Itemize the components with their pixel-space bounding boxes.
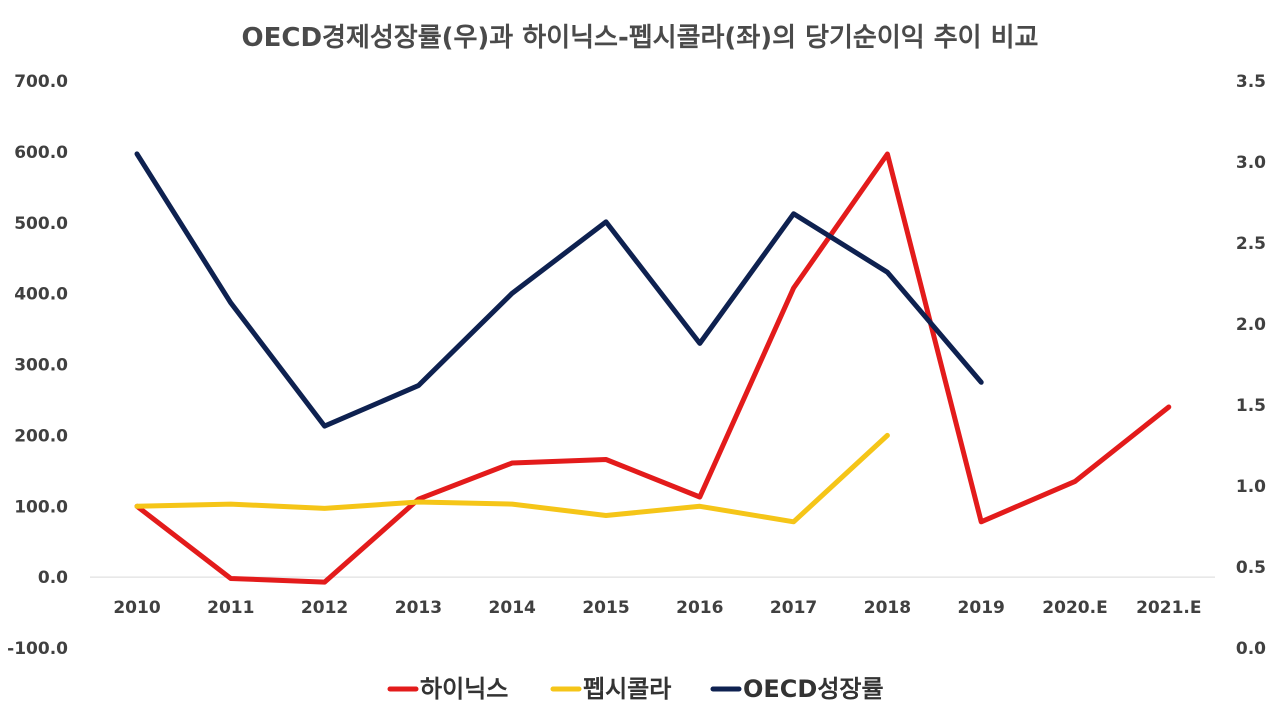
right-axis-tick-label: 0.5 <box>1236 558 1266 578</box>
x-axis: 2010 2011 2012 2013 2014 2015 2016 2017 2018 2019… <box>113 598 1201 618</box>
legend-label: OECD성장률 <box>743 675 884 703</box>
series-line-하이닉스 <box>134 151 1172 585</box>
right-y-axis: 0.0 0.5 1.0 1.5 2.0 2.5 3.0 3.5 <box>1236 72 1266 659</box>
x-axis-tick-label: 2020.E <box>1042 598 1107 618</box>
left-axis-tick-label: 500.0 <box>14 214 68 234</box>
right-axis-tick-label: 0.0 <box>1236 639 1266 659</box>
legend: 하이닉스 펩시콜라 OECD성장률 <box>387 675 884 703</box>
x-axis-tick-label: 2017 <box>770 598 817 618</box>
series-lines <box>134 151 1172 585</box>
right-axis-tick-label: 2.5 <box>1236 234 1266 254</box>
left-y-axis: -100.0 0.0 100.0 200.0 300.0 400.0 500.0 600.0 7… <box>7 72 68 659</box>
x-axis-tick-label: 2011 <box>207 598 254 618</box>
x-axis-tick-label: 2019 <box>958 598 1005 618</box>
right-axis-tick-label: 2.0 <box>1236 315 1266 335</box>
x-axis-tick-label: 2013 <box>395 598 442 618</box>
x-axis-tick-label: 2014 <box>489 598 536 618</box>
legend-label: 펩시콜라 <box>583 675 671 703</box>
right-axis-tick-label: 3.0 <box>1236 153 1266 173</box>
right-axis-tick-label: 1.5 <box>1236 396 1266 416</box>
left-axis-tick-label: 100.0 <box>14 497 68 517</box>
left-axis-tick-label: 0.0 <box>38 568 68 588</box>
x-axis-tick-label: 2010 <box>113 598 160 618</box>
right-axis-tick-label: 3.5 <box>1236 72 1266 92</box>
series-line-OECD성장률 <box>134 151 984 429</box>
legend-label: 하이닉스 <box>420 675 508 703</box>
left-axis-tick-label: 700.0 <box>14 72 68 92</box>
x-axis-tick-label: 2012 <box>301 598 348 618</box>
x-axis-tick-label: 2021.E <box>1136 598 1201 618</box>
left-axis-tick-label: -100.0 <box>7 639 68 659</box>
left-axis-tick-label: 400.0 <box>14 285 68 305</box>
chart-title: OECD경제성장률(우)과 하이닉스-펩시콜라(좌)의 당기순이익 추이 비교 <box>242 23 1039 53</box>
left-axis-tick-label: 200.0 <box>14 426 68 446</box>
left-axis-tick-label: 300.0 <box>14 356 68 376</box>
right-axis-tick-label: 1.0 <box>1236 477 1266 497</box>
x-axis-tick-label: 2018 <box>864 598 911 618</box>
x-axis-tick-label: 2016 <box>676 598 723 618</box>
left-axis-tick-label: 600.0 <box>14 143 68 163</box>
series-line-펩시콜라 <box>134 432 890 525</box>
x-axis-tick-label: 2015 <box>582 598 629 618</box>
